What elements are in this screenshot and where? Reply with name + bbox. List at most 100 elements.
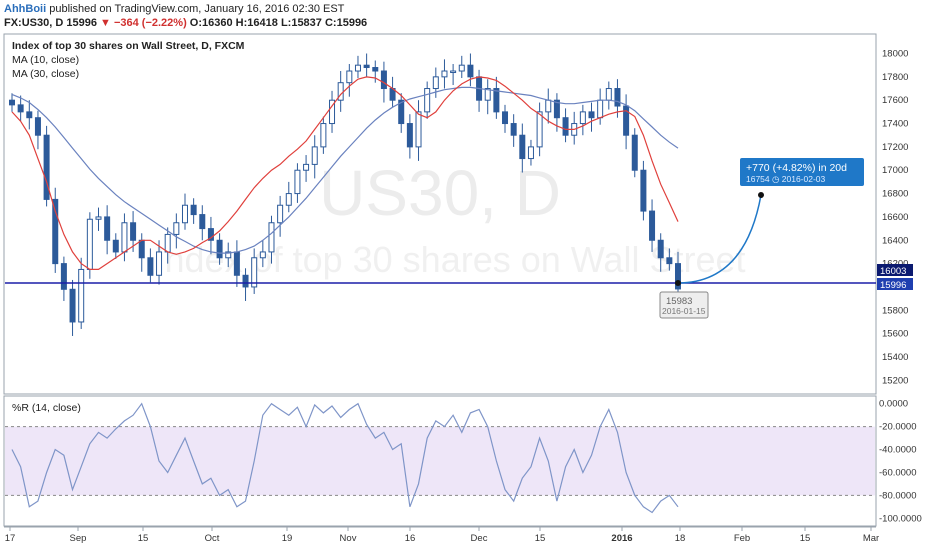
chart-header: AhhBoii published on TradingView.com, Ja… — [4, 2, 928, 32]
candle-up — [597, 99, 604, 119]
candle-up — [95, 216, 102, 220]
candle-down — [130, 222, 137, 241]
candle-up — [579, 111, 586, 125]
time-tick-label: Nov — [340, 533, 357, 544]
candle-down — [43, 134, 50, 200]
candle-down — [502, 111, 509, 125]
time-tick-label: 18 — [675, 533, 686, 544]
price-tick-label: 17400 — [882, 119, 908, 130]
projection-end-point[interactable] — [758, 192, 764, 198]
candle-up — [225, 251, 232, 259]
price-tick-label: 15600 — [882, 329, 908, 340]
time-tick-label: 2016 — [611, 533, 632, 544]
candle-up — [346, 70, 353, 84]
candle-down — [666, 257, 673, 265]
ma30-line — [11, 86, 679, 254]
legend-indicator[interactable]: %R (14, close) — [12, 402, 81, 414]
price-tick-label: 15200 — [882, 375, 908, 386]
candle-down — [657, 239, 664, 259]
candle-up — [173, 222, 180, 235]
time-tick-label: 17 — [5, 533, 16, 544]
candle-down — [26, 111, 33, 119]
open-value: O:16360 — [189, 17, 233, 29]
candle-down — [112, 239, 119, 253]
price-badge-upper — [877, 264, 913, 276]
low-label-box — [659, 291, 709, 319]
projection-curve[interactable] — [677, 194, 762, 284]
candle-down — [52, 198, 59, 265]
candle-up — [78, 268, 85, 323]
candle-down — [34, 117, 41, 136]
candle-up — [285, 193, 292, 206]
candle-down — [406, 123, 413, 148]
time-tick-label: 15 — [535, 533, 546, 544]
candle-down — [233, 251, 240, 276]
time-tick-label: Feb — [734, 533, 750, 544]
indicator-pane-frame — [3, 395, 877, 527]
projection-sub: 16754 ◷ 2016-02-03 — [746, 174, 826, 184]
candle-up — [320, 123, 327, 148]
price-badge-lower-text: 15996 — [880, 280, 906, 291]
high-value: H:16418 — [235, 17, 278, 29]
candle-down — [138, 239, 145, 259]
low-label-date: 2016-01-15 — [662, 306, 706, 316]
ohlc-line: FX:US30, D 15996 ▼ −364 (−2.22%) O:16360… — [4, 16, 928, 30]
time-tick-label: 15 — [138, 533, 149, 544]
candle-down — [242, 274, 249, 288]
wr-tick-label: -100.0000 — [879, 513, 922, 524]
candle-up — [432, 76, 439, 90]
candle-down — [623, 105, 630, 136]
candle-down — [207, 228, 214, 241]
price-tick-label: 16400 — [882, 235, 908, 246]
candle-up — [303, 163, 310, 171]
candle-down — [69, 288, 76, 323]
publish-line: AhhBoii published on TradingView.com, Ja… — [4, 2, 928, 16]
williams-r-line — [11, 402, 679, 514]
ma10-line — [11, 76, 679, 270]
publish-text: published on TradingView.com, January 16… — [46, 3, 345, 15]
price-pane-frame — [3, 33, 877, 395]
legend-title[interactable]: Index of top 30 shares on Wall Street, D… — [12, 40, 245, 52]
wr-tick-label: 0.0000 — [879, 399, 908, 410]
candle-down — [614, 88, 621, 107]
close-value: C:15996 — [324, 17, 368, 29]
last-price: 15996 — [66, 17, 97, 29]
time-tick-label: Oct — [205, 533, 220, 544]
projection-start-point[interactable] — [675, 280, 681, 286]
candle-up — [458, 64, 465, 72]
symbol-label[interactable]: FX:US30, D — [4, 17, 64, 29]
candle-up — [415, 111, 422, 148]
price-badge-lower — [877, 278, 913, 290]
candle-up — [441, 70, 448, 78]
candle-down — [17, 104, 24, 113]
projection-badge — [740, 158, 864, 186]
candle-down — [398, 99, 405, 125]
time-tick-label: Sep — [70, 533, 87, 544]
price-tick-label: 15400 — [882, 352, 908, 363]
candle-up — [311, 146, 318, 165]
candle-down — [510, 123, 517, 136]
candle-up — [527, 146, 534, 160]
time-tick-label: Dec — [471, 533, 488, 544]
candle-down — [9, 99, 15, 106]
price-tick-label: 18000 — [882, 49, 908, 60]
candle-down — [649, 210, 656, 241]
candle-up — [164, 233, 171, 253]
candle-up — [545, 99, 552, 113]
legend-ma30[interactable]: MA (30, close) — [12, 68, 79, 80]
price-tick-label: 17000 — [882, 165, 908, 176]
candle-down — [519, 134, 526, 160]
legend-ma10[interactable]: MA (10, close) — [12, 54, 79, 66]
candle-up — [277, 204, 284, 224]
candle-down — [553, 99, 560, 119]
projection-label: +770 (+4.82%) in 20d — [746, 162, 847, 174]
time-tick-label: 19 — [282, 533, 293, 544]
candle-up — [121, 222, 128, 253]
author-link[interactable]: AhhBoii — [4, 3, 47, 15]
candle-up — [86, 218, 93, 270]
low-value: L:15837 — [280, 17, 322, 29]
candle-up — [450, 70, 457, 74]
candle-up — [605, 88, 612, 101]
price-change: ▼ −364 (−2.22%) — [100, 17, 187, 29]
